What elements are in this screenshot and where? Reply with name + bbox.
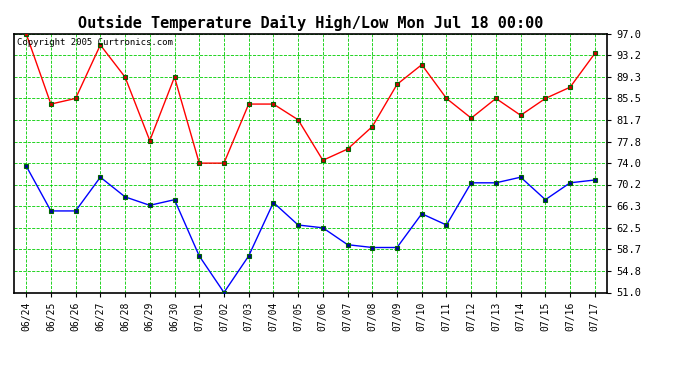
- Text: Copyright 2005 Curtronics.com: Copyright 2005 Curtronics.com: [17, 38, 172, 46]
- Title: Outside Temperature Daily High/Low Mon Jul 18 00:00: Outside Temperature Daily High/Low Mon J…: [78, 15, 543, 31]
